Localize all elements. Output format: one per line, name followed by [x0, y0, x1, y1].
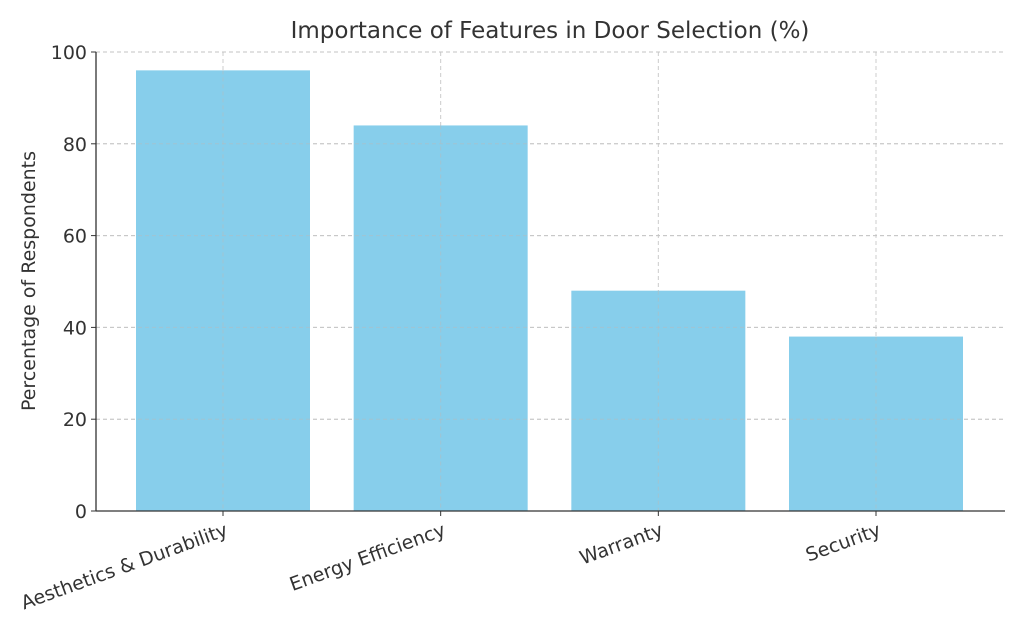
y-tick-label: 60 [63, 226, 87, 248]
y-tick-label: 100 [51, 42, 87, 64]
y-tick-label: 80 [63, 134, 87, 156]
axes [91, 51, 1005, 516]
bar [571, 290, 746, 511]
y-axis-label: Percentage of Respondents [18, 151, 40, 411]
bars [96, 51, 1005, 512]
y-tick-label: 40 [63, 317, 87, 339]
y-tick-labels: 0 20 40 60 80 100 [51, 42, 87, 523]
chart-title: Importance of Features in Door Selection… [291, 18, 810, 44]
y-tick-label: 0 [75, 501, 87, 523]
y-tick-label: 20 [63, 409, 87, 431]
